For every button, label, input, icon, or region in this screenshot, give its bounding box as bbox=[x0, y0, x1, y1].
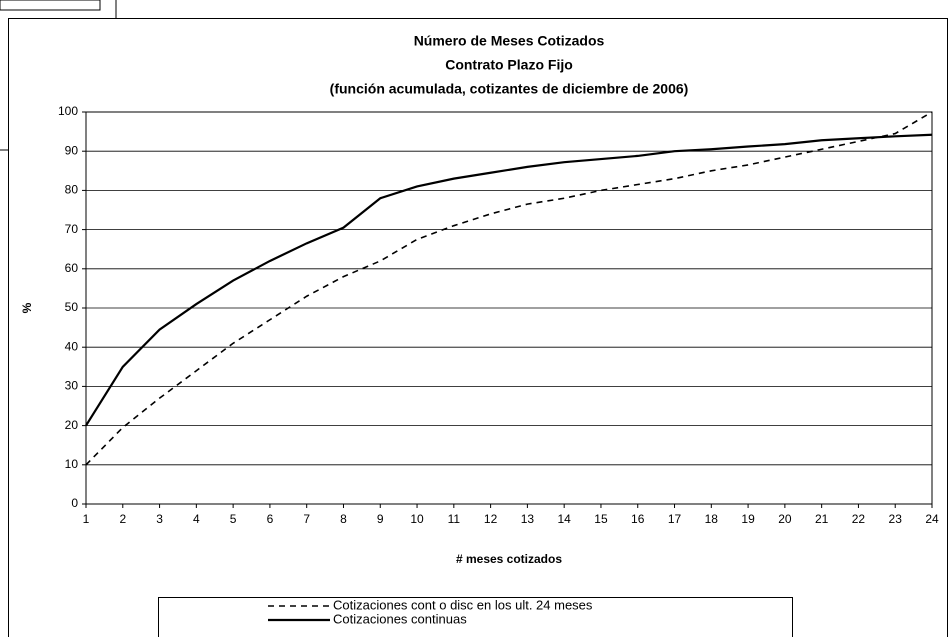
x-tick-label: 1 bbox=[83, 512, 90, 526]
y-tick-label: 70 bbox=[65, 222, 79, 236]
x-tick-label: 11 bbox=[448, 512, 461, 526]
y-axis-label: % bbox=[20, 302, 34, 313]
x-tick-label: 7 bbox=[303, 512, 310, 526]
x-tick-label: 24 bbox=[925, 512, 939, 526]
y-tick-label: 100 bbox=[58, 104, 78, 118]
x-tick-label: 21 bbox=[815, 512, 829, 526]
y-tick-label: 0 bbox=[71, 496, 78, 510]
y-tick-label: 80 bbox=[65, 183, 79, 197]
y-tick-label: 60 bbox=[65, 261, 79, 275]
x-tick-label: 23 bbox=[889, 512, 903, 526]
y-tick-label: 50 bbox=[65, 300, 79, 314]
y-tick-label: 30 bbox=[65, 379, 79, 393]
x-tick-label: 8 bbox=[340, 512, 347, 526]
x-tick-label: 3 bbox=[156, 512, 163, 526]
legend-label: Cotizaciones cont o disc en los ult. 24 … bbox=[333, 597, 593, 612]
x-tick-label: 16 bbox=[631, 512, 645, 526]
frame bbox=[0, 0, 101, 11]
x-tick-label: 9 bbox=[377, 512, 384, 526]
chart-title: (función acumulada, cotizantes de diciem… bbox=[330, 81, 689, 97]
x-tick-label: 20 bbox=[778, 512, 792, 526]
x-tick-label: 17 bbox=[668, 512, 682, 526]
x-tick-label: 22 bbox=[852, 512, 866, 526]
legend bbox=[158, 597, 793, 637]
x-tick-label: 12 bbox=[484, 512, 498, 526]
line-series bbox=[85, 111, 933, 466]
x-tick-label: 5 bbox=[230, 512, 237, 526]
x-tick-label: 13 bbox=[521, 512, 535, 526]
y-tick-label: 90 bbox=[65, 143, 79, 157]
legend-label: Cotizaciones continuas bbox=[333, 611, 467, 626]
x-tick-label: 14 bbox=[557, 512, 571, 526]
x-axis-label: # meses cotizados bbox=[456, 552, 562, 566]
chart-title: Número de Meses Cotizados bbox=[414, 33, 605, 49]
x-tick-label: 2 bbox=[119, 512, 126, 526]
chart-title: Contrato Plazo Fijo bbox=[445, 57, 573, 73]
x-tick-label: 18 bbox=[705, 512, 719, 526]
y-tick-label: 20 bbox=[65, 418, 79, 432]
x-tick-label: 19 bbox=[741, 512, 755, 526]
x-tick-label: 15 bbox=[594, 512, 608, 526]
y-tick-label: 40 bbox=[65, 339, 79, 353]
line-series bbox=[85, 133, 933, 427]
x-tick-label: 4 bbox=[193, 512, 200, 526]
x-tick-label: 10 bbox=[410, 512, 424, 526]
x-tick-label: 6 bbox=[267, 512, 274, 526]
y-tick-label: 10 bbox=[65, 457, 79, 471]
